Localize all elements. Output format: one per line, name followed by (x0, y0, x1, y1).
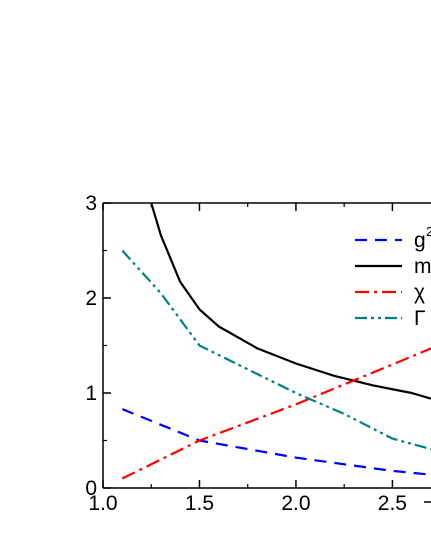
series-line-chi (121, 347, 431, 480)
legend-label-m: m (414, 255, 431, 278)
x-tick-label: 2.0 (281, 492, 310, 515)
y-tick-label: 2 (85, 287, 97, 310)
legend-sup-g2: 2 (426, 224, 431, 239)
legend-label-g2: g (414, 229, 426, 252)
series-line-g2 (121, 408, 431, 476)
legend-label-gamma: Γ (414, 307, 426, 330)
legend-label-chi: χ (414, 281, 425, 304)
axes: 1.0 1.5 2.0 2.5 0 1 2 3 (85, 192, 431, 515)
x-tick-label: 1.0 (88, 492, 117, 515)
series-line-m (150, 203, 431, 400)
y-tick-label: 0 (85, 477, 97, 500)
y-tick-label: 3 (85, 192, 97, 215)
series-layer (121, 203, 431, 480)
x-tick-label: 2.5 (378, 492, 407, 515)
legend: g 2 mχΓ (355, 224, 431, 330)
x-tick-label: 1.5 (185, 492, 214, 515)
y-tick-label: 1 (85, 382, 97, 405)
series-line-gamma (121, 249, 431, 451)
